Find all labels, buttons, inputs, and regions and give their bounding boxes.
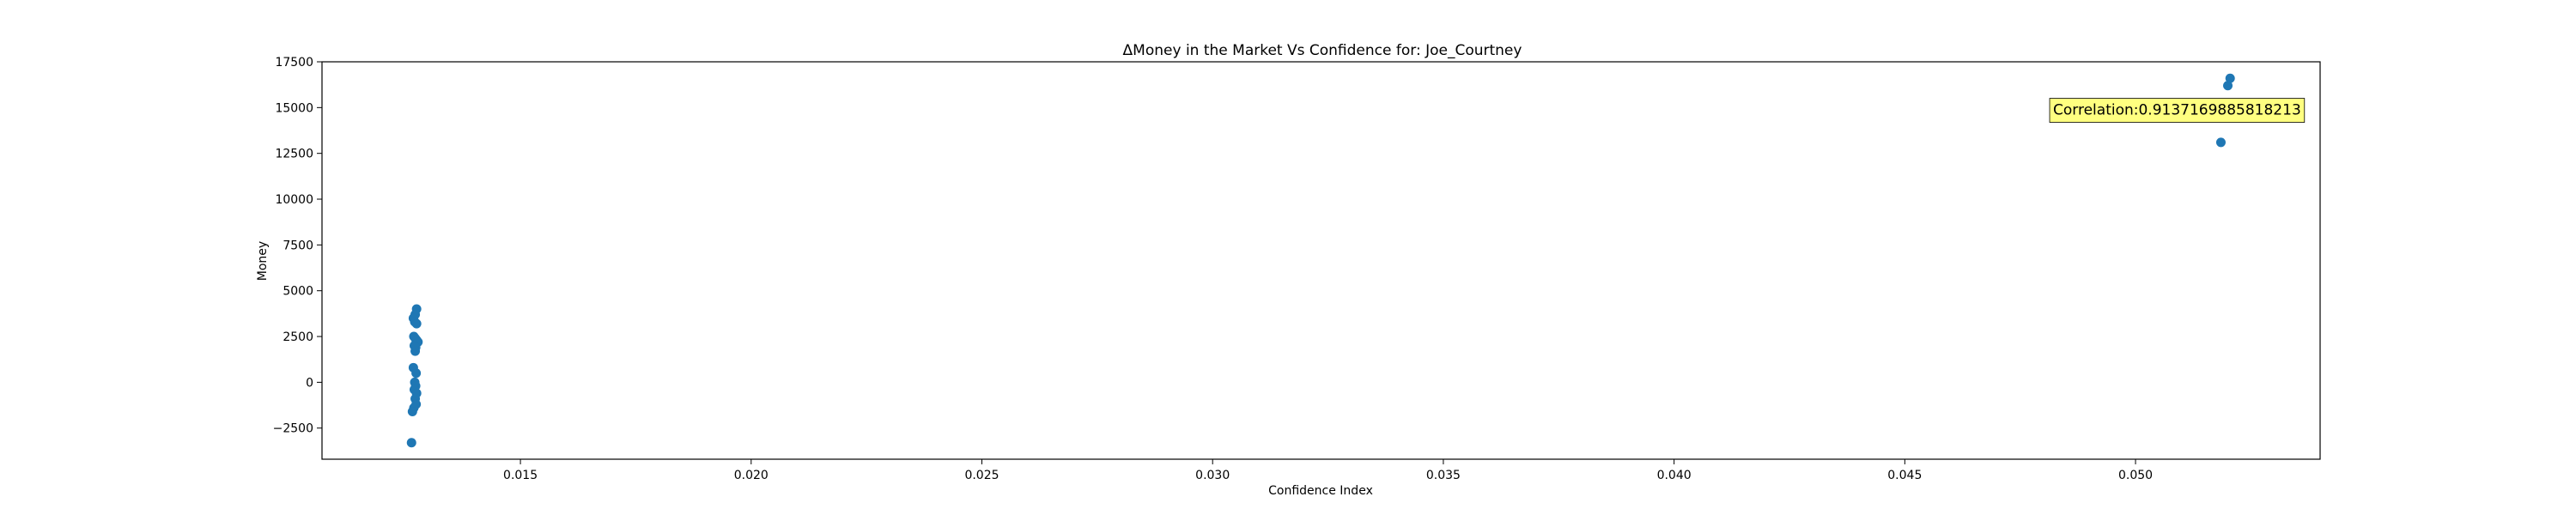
y-axis: −2500 0 2500 5000 7500 10000 12500 15000 17500 — [273, 56, 322, 436]
data-point — [410, 346, 421, 356]
x-tick-label: 0.040 — [1657, 469, 1692, 482]
y-tick-label: 10000 — [275, 193, 313, 207]
y-tick-label: 17500 — [275, 56, 313, 70]
y-tick-label: 12500 — [275, 148, 313, 161]
x-tick-label: 0.020 — [734, 469, 769, 482]
x-tick-label: 0.030 — [1195, 469, 1230, 482]
x-tick-label: 0.015 — [503, 469, 538, 482]
x-tick-label: 0.045 — [1887, 469, 1922, 482]
x-axis: 0.015 0.020 0.025 0.030 0.035 0.040 0.045 0.050 — [503, 459, 2153, 482]
data-point — [411, 318, 422, 329]
x-tick-label: 0.050 — [2118, 469, 2153, 482]
data-point — [411, 368, 422, 379]
y-axis-label: Money — [256, 241, 270, 281]
chart-title: ΔMoney in the Market Vs Confidence for: … — [1123, 42, 1522, 59]
correlation-annotation-box — [2049, 98, 2306, 123]
points-layer — [406, 73, 2235, 448]
data-point — [2223, 81, 2233, 91]
y-tick-label: 0 — [306, 376, 313, 390]
x-axis-label: Confidence Index — [1268, 484, 1373, 498]
y-tick-label: 15000 — [275, 101, 313, 115]
y-tick-label: 5000 — [283, 285, 313, 299]
y-tick-label: 2500 — [283, 330, 313, 344]
data-point — [2225, 73, 2235, 83]
correlation-annotation-text: Correlation:0.9137169885818213 — [2053, 102, 2301, 119]
correlation-annotation: Correlation:0.9137169885818213 — [2049, 98, 2306, 123]
x-tick-label: 0.035 — [1426, 469, 1461, 482]
data-point — [2215, 137, 2226, 148]
y-tick-label: 7500 — [283, 239, 313, 252]
plot-frame — [321, 61, 2321, 460]
data-point — [406, 438, 416, 448]
y-tick-label: −2500 — [273, 422, 313, 436]
data-point — [407, 407, 417, 417]
x-tick-label: 0.025 — [964, 469, 999, 482]
